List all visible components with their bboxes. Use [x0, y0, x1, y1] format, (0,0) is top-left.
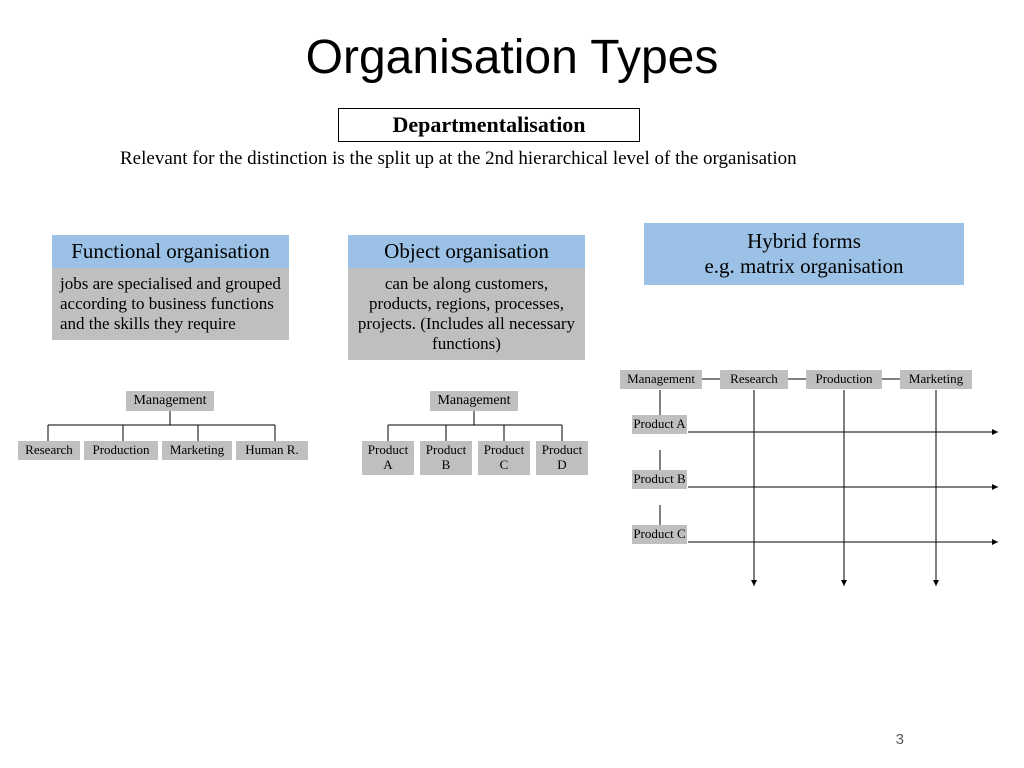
obj-child-d: Product D	[536, 441, 588, 475]
func-child-humanr: Human R.	[236, 441, 308, 460]
page-number: 3	[896, 731, 904, 748]
departmentalisation-box: Departmentalisation	[338, 108, 640, 142]
subtitle-note: Relevant for the distinction is the spli…	[120, 148, 920, 170]
obj-root: Management	[430, 391, 518, 411]
hybrid-header-line1: Hybrid forms	[747, 229, 861, 253]
functional-header: Functional organisation	[52, 235, 289, 268]
functional-desc: jobs are specialised and grouped accordi…	[52, 268, 289, 340]
func-child-research: Research	[18, 441, 80, 460]
hybrid-header-line2: e.g. matrix organisation	[704, 254, 903, 278]
func-child-marketing: Marketing	[162, 441, 232, 460]
hybrid-header: Hybrid forms e.g. matrix organisation	[644, 223, 964, 285]
slide: Organisation Types Departmentalisation R…	[0, 0, 1024, 768]
object-desc: can be along customers, products, region…	[348, 268, 585, 360]
obj-child-c: Product C	[478, 441, 530, 475]
page-title: Organisation Types	[0, 30, 1024, 85]
func-child-production: Production	[84, 441, 158, 460]
obj-child-b: Product B	[420, 441, 472, 475]
object-header: Object organisation	[348, 235, 585, 268]
obj-child-a: Product A	[362, 441, 414, 475]
func-root: Management	[126, 391, 214, 411]
matrix-grid-lines	[620, 370, 1010, 600]
